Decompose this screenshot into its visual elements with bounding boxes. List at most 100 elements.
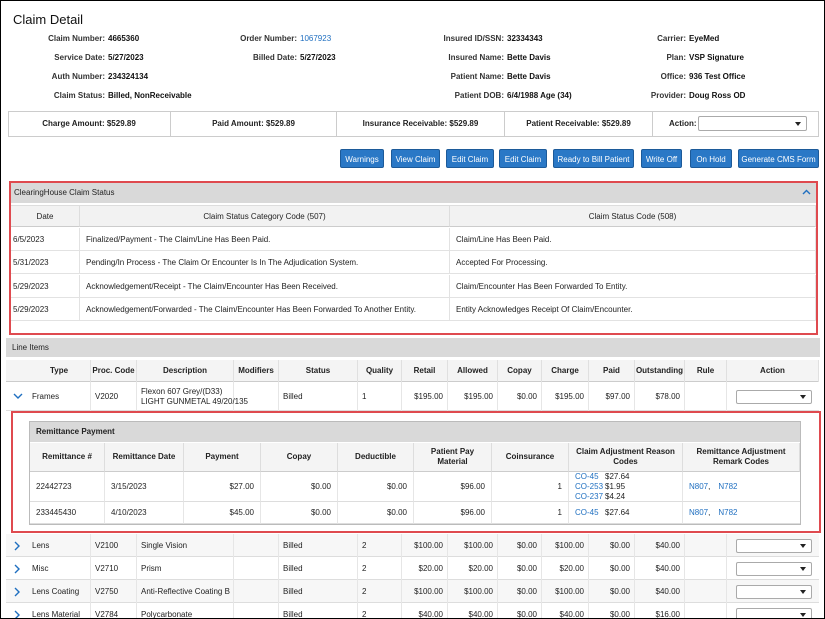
dropdown[interactable] bbox=[736, 561, 812, 576]
line-item-text: LIGHT GUNMETAL 49/20/135 bbox=[141, 396, 249, 406]
dropdown[interactable] bbox=[698, 116, 807, 131]
summary-label: Charge Amount: bbox=[42, 119, 105, 128]
action-button[interactable]: View Claim bbox=[391, 149, 440, 168]
reason-amount: $27.64 bbox=[605, 507, 630, 517]
expand-toggle[interactable] bbox=[14, 587, 21, 597]
summary-value: $529.89 bbox=[106, 119, 136, 128]
action-button[interactable]: Edit Claim bbox=[499, 149, 547, 168]
info-label: Patient DOB: bbox=[454, 91, 504, 100]
line-item-cell: $195.00 bbox=[448, 382, 498, 411]
line-item-cell: Anti-Reflective Coating B bbox=[137, 580, 234, 603]
dropdown-arrow-shape bbox=[800, 612, 806, 617]
line-item-text: $195.00 bbox=[555, 392, 584, 401]
line-item-text: Single Vision bbox=[141, 541, 188, 550]
action-button[interactable]: Ready to Bill Patient bbox=[553, 149, 634, 168]
clearinghouse-cell: 5/31/2023 bbox=[11, 251, 80, 275]
line-items-header-row bbox=[6, 360, 819, 382]
line-item-cell: 2 bbox=[358, 580, 402, 603]
line-item-cell: Prism bbox=[137, 557, 234, 580]
line-item-cell: Billed bbox=[279, 534, 358, 557]
reason-code[interactable]: CO-45 bbox=[575, 507, 599, 517]
collapse-icon[interactable] bbox=[802, 189, 811, 195]
info-label: Order Number: bbox=[240, 34, 297, 43]
line-item-cell: $40.00 bbox=[635, 557, 685, 580]
remittance-cell: 3/15/2023 bbox=[105, 472, 184, 502]
remittance-panel bbox=[29, 421, 801, 525]
dropdown[interactable] bbox=[736, 584, 812, 599]
action-button[interactable]: Generate CMS Form bbox=[738, 149, 819, 168]
page-title: Claim Detail bbox=[13, 12, 84, 27]
expand-toggle[interactable] bbox=[13, 393, 23, 400]
reason-code[interactable]: CO-45 bbox=[575, 471, 599, 481]
line-item-text: Billed bbox=[283, 392, 303, 401]
reason-code-line: CO-45 $27.64 bbox=[575, 508, 675, 518]
reason-code-line: CO-45 $27.64 bbox=[575, 472, 675, 482]
expand-toggle[interactable] bbox=[14, 564, 21, 574]
remittance-cell: $45.00 bbox=[184, 502, 261, 524]
line-item-text: $0.00 bbox=[516, 564, 537, 573]
line-item-cell: Frames bbox=[28, 382, 91, 411]
summary-bar bbox=[8, 111, 819, 137]
info-value: 234324134 bbox=[108, 72, 149, 81]
line-item-cell: 2 bbox=[358, 603, 402, 618]
dropdown-arrow bbox=[800, 612, 806, 617]
line-item-text: $20.00 bbox=[559, 564, 584, 573]
dropdown[interactable] bbox=[736, 607, 812, 618]
clearinghouse-highlight bbox=[9, 181, 818, 335]
summary-value: $529.89 bbox=[601, 119, 631, 128]
line-item-text: Billed bbox=[283, 564, 303, 573]
expand-toggle[interactable] bbox=[14, 610, 21, 619]
expand-toggle[interactable] bbox=[14, 541, 21, 551]
line-item-cell: $40.00 bbox=[635, 580, 685, 603]
remark-code[interactable]: N782 bbox=[718, 508, 738, 517]
summary-cell: Paid Amount: $529.89 bbox=[171, 111, 337, 137]
line-item-cell: $16.00 bbox=[635, 603, 685, 618]
reason-code[interactable]: CO-253 bbox=[575, 481, 604, 491]
line-item-cell: $100.00 bbox=[448, 580, 498, 603]
info-value: 6/4/1988 Age (34) bbox=[507, 91, 572, 100]
info-label: Insured Name: bbox=[448, 53, 504, 62]
dropdown-arrow-shape bbox=[800, 566, 806, 571]
dropdown[interactable] bbox=[736, 538, 812, 553]
line-item-text: Lens bbox=[32, 541, 50, 550]
line-item-cell: Misc bbox=[28, 557, 91, 580]
line-item-cell: V2750 bbox=[91, 580, 137, 603]
line-item-row bbox=[6, 382, 819, 411]
remark-code[interactable]: N807 bbox=[689, 508, 709, 517]
clearinghouse-cell: Pending/In Process - The Claim Or Encoun… bbox=[80, 251, 450, 275]
summary-label: Patient Receivable: bbox=[526, 119, 600, 128]
remark-code[interactable]: N807 bbox=[689, 482, 709, 491]
line-item-cell: $195.00 bbox=[542, 382, 589, 411]
remark-separator: , bbox=[708, 508, 711, 517]
line-items-column-header: Charge bbox=[542, 360, 589, 382]
action-button[interactable]: Edit Claim bbox=[446, 149, 494, 168]
line-item-cell: $100.00 bbox=[542, 534, 589, 557]
line-item-text: V2710 bbox=[95, 564, 119, 573]
line-item-cell bbox=[685, 603, 727, 618]
dropdown[interactable] bbox=[736, 389, 812, 404]
line-item-text: $0.00 bbox=[516, 587, 537, 596]
line-item-text: Billed bbox=[283, 610, 303, 619]
line-item-cell: $0.00 bbox=[589, 534, 635, 557]
line-items-column-header: Copay bbox=[498, 360, 542, 382]
info-value[interactable]: 1067923 bbox=[300, 34, 332, 43]
line-item-text: $40.00 bbox=[468, 610, 493, 619]
clearinghouse-cell: Acknowledgement/Receipt - The Claim/Enco… bbox=[80, 274, 450, 298]
action-button[interactable]: On Hold bbox=[690, 149, 732, 168]
line-item-text: $0.00 bbox=[516, 392, 537, 401]
summary-label: Insurance Receivable: bbox=[362, 119, 448, 128]
remark-code[interactable]: N782 bbox=[718, 482, 738, 491]
remittance-cell: $0.00 bbox=[338, 502, 414, 524]
clearinghouse-cell: 5/29/2023 bbox=[11, 274, 80, 298]
reason-code[interactable]: CO-237 bbox=[575, 491, 604, 501]
line-item-cell: V2784 bbox=[91, 603, 137, 618]
dropdown-arrow bbox=[800, 543, 806, 548]
info-label: Office: bbox=[660, 72, 686, 81]
line-item-cell: $20.00 bbox=[448, 557, 498, 580]
action-button[interactable]: Warnings bbox=[340, 149, 384, 168]
remittance-cell: $96.00 bbox=[414, 472, 492, 502]
action-button[interactable]: Write Off bbox=[641, 149, 682, 168]
remark-codes-cell: N807, N782 bbox=[683, 472, 800, 502]
line-item-text: Polycarbonate bbox=[141, 610, 193, 619]
